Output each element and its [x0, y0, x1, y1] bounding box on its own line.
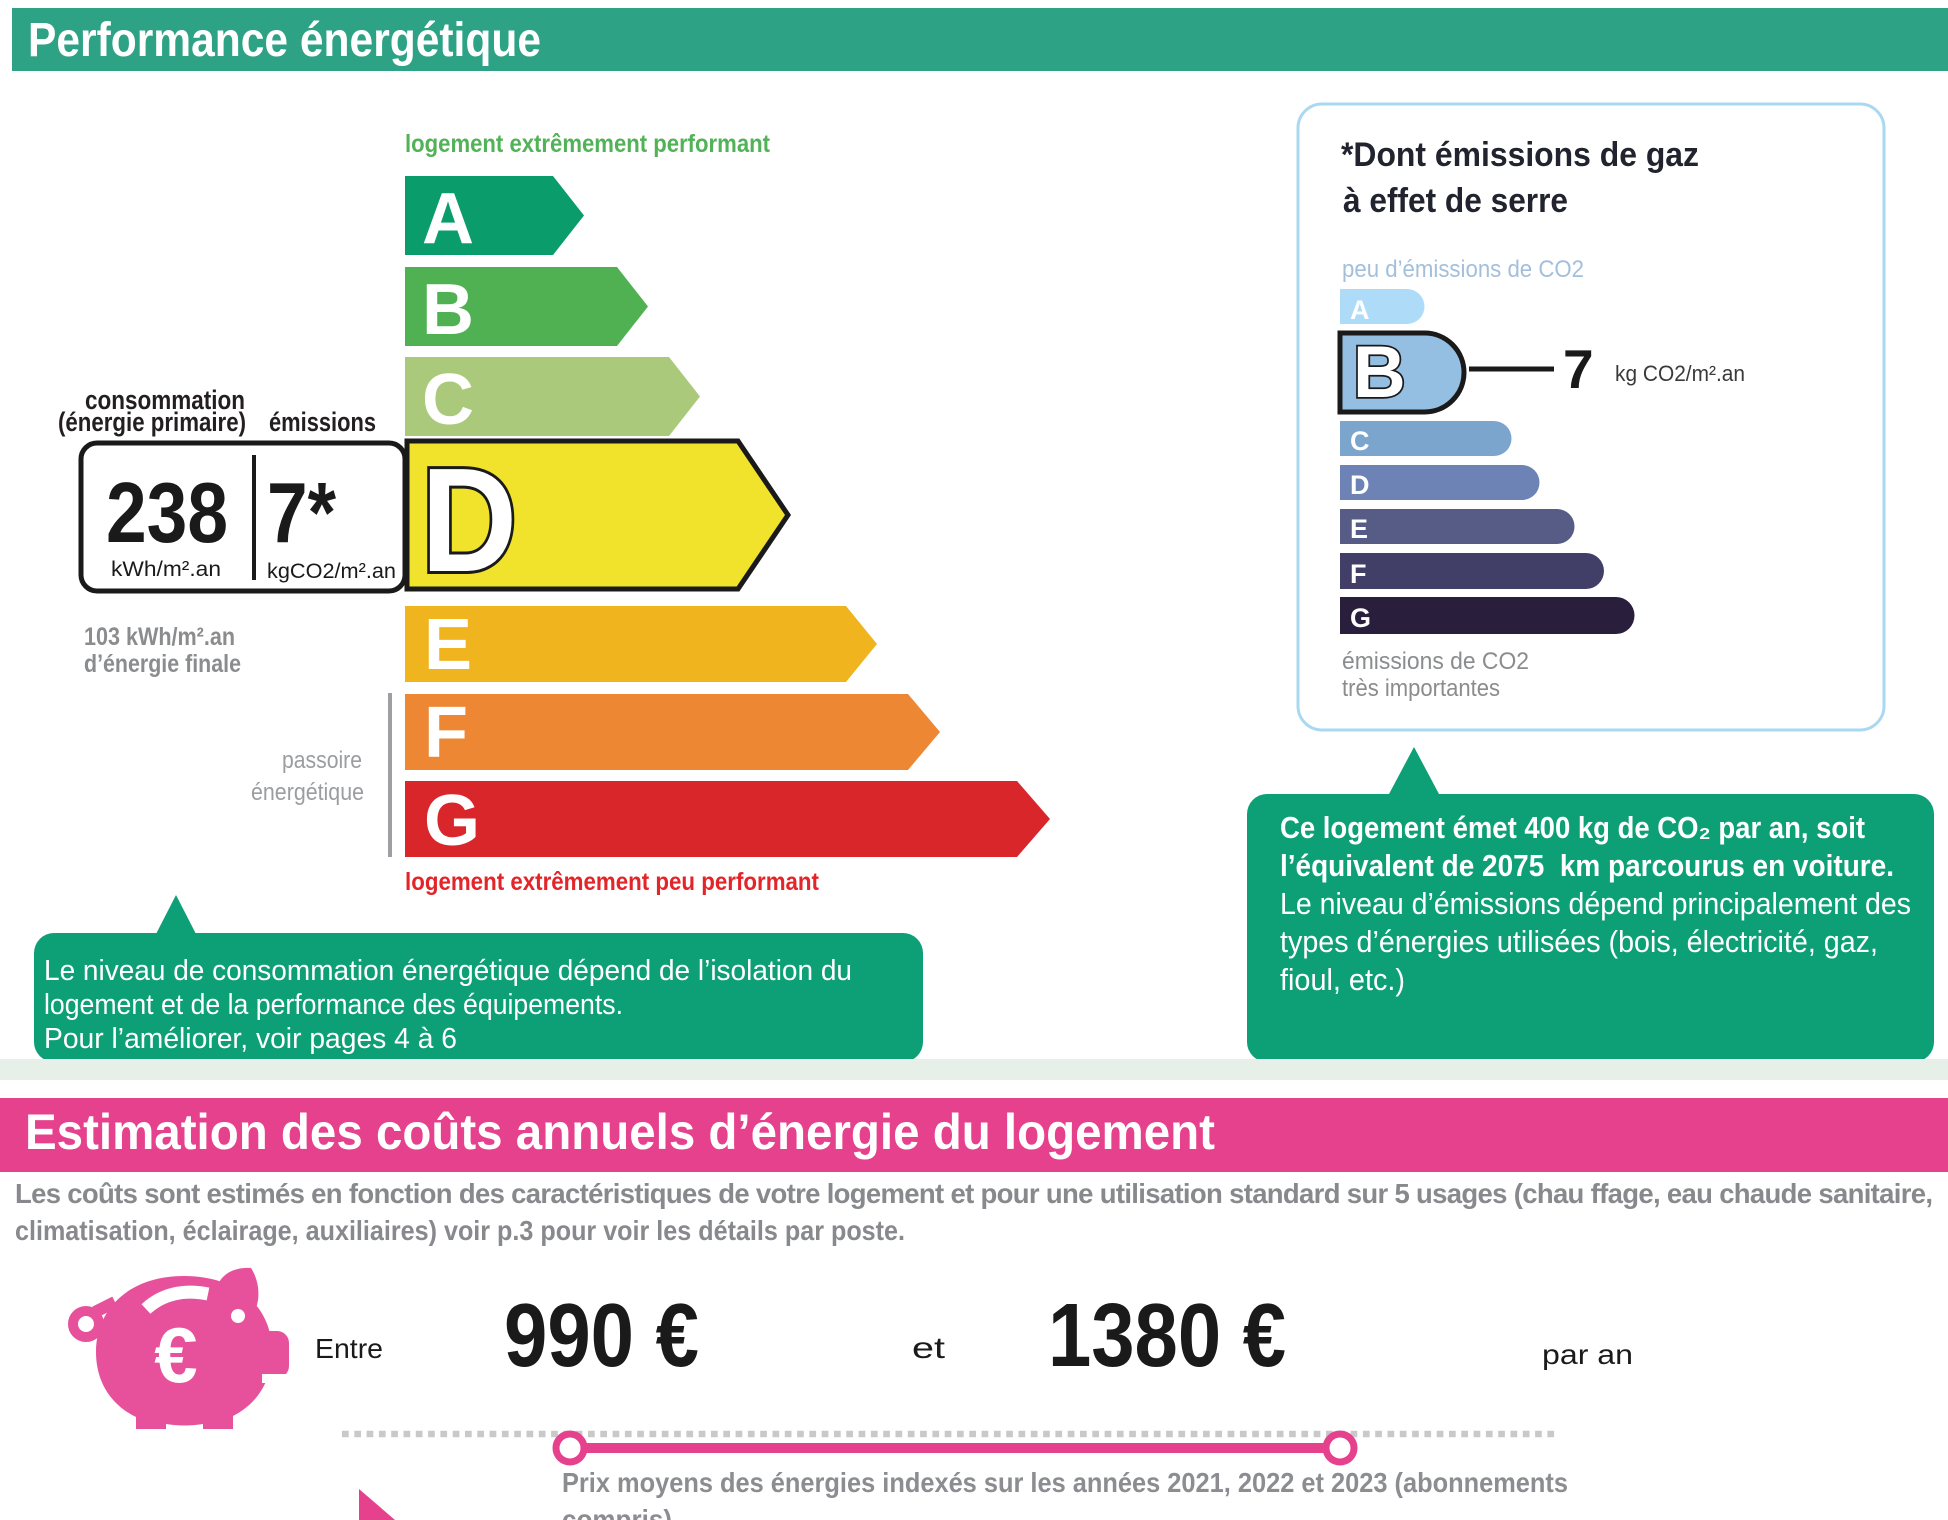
svg-text:énergétique: énergétique — [251, 779, 364, 806]
svg-text:€: € — [154, 1311, 197, 1399]
svg-text:990 €: 990 € — [504, 1286, 699, 1386]
svg-text:climatisation, éclairage, auxi: climatisation, éclairage, auxiliaires) v… — [15, 1215, 905, 1246]
svg-text:émissions de CO2: émissions de CO2 — [1342, 648, 1529, 675]
svg-text:d’énergie finale: d’énergie finale — [84, 650, 241, 678]
svg-text:E: E — [424, 605, 472, 685]
svg-text:Entre: Entre — [315, 1333, 383, 1364]
svg-text:238: 238 — [106, 466, 228, 561]
svg-text:E: E — [1350, 514, 1368, 544]
svg-text:Performance énergétique: Performance énergétique — [28, 14, 541, 67]
svg-text:kg CO2/m².an: kg CO2/m².an — [1615, 361, 1745, 386]
svg-text:émissions: émissions — [269, 407, 376, 437]
svg-text:G: G — [424, 781, 480, 861]
svg-text:logement extrêmement peu perfo: logement extrêmement peu performant — [405, 868, 820, 896]
svg-text:à effet de serre: à effet de serre — [1343, 182, 1568, 220]
svg-text:G: G — [1350, 603, 1371, 633]
svg-text:7*: 7* — [267, 466, 336, 561]
svg-text:l’équivalent de 2075 km parco: l’équivalent de 2075 km parcourus en voi… — [1280, 848, 1894, 883]
svg-text:Pour l’améliorer, voir pages 4: Pour l’améliorer, voir pages 4 à 6 — [44, 1023, 457, 1055]
svg-text:7: 7 — [1563, 338, 1594, 400]
svg-text:Estimation des coûts annuels d: Estimation des coûts annuels d’énergie d… — [25, 1104, 1215, 1160]
svg-text:103 kWh/m².an: 103 kWh/m².an — [84, 623, 235, 651]
svg-text:consommation: consommation — [85, 385, 245, 415]
svg-text:A: A — [1350, 295, 1370, 325]
svg-text:peu d’émissions de CO2: peu d’émissions de CO2 — [1342, 256, 1584, 283]
svg-text:*Dont émissions de gaz: *Dont émissions de gaz — [1341, 136, 1699, 174]
svg-text:compris): compris) — [562, 1504, 672, 1520]
svg-text:kWh/m².an: kWh/m².an — [111, 558, 221, 581]
svg-text:passoire: passoire — [282, 747, 362, 774]
svg-text:Le niveau de consommation éner: Le niveau de consommation énergétique dé… — [44, 955, 852, 987]
svg-text:Prix moyens des énergies index: Prix moyens des énergies indexés sur les… — [562, 1467, 1568, 1498]
svg-text:B: B — [422, 270, 474, 350]
svg-text:Le niveau d’émissions dépend p: Le niveau d’émissions dépend principalem… — [1280, 886, 1911, 921]
svg-text:F: F — [1350, 559, 1367, 589]
svg-text:très importantes: très importantes — [1342, 675, 1500, 702]
svg-text:logement extrêmement performan: logement extrêmement performant — [405, 130, 771, 158]
svg-text:et: et — [912, 1332, 946, 1365]
svg-text:types d’énergies utilisées (bo: types d’énergies utilisées (bois, électr… — [1280, 924, 1878, 959]
svg-text:Ce logement émet 400 kg de CO₂: Ce logement émet 400 kg de CO₂ par an, s… — [1280, 810, 1865, 845]
svg-text:kgCO2/m².an: kgCO2/m².an — [267, 560, 396, 583]
svg-text:C: C — [422, 360, 474, 440]
svg-text:fioul, etc.): fioul, etc.) — [1280, 962, 1405, 997]
svg-text:C: C — [1350, 426, 1370, 456]
svg-text:D: D — [421, 438, 517, 603]
svg-text:B: B — [1353, 332, 1406, 413]
svg-text:(énergie primaire): (énergie primaire) — [58, 407, 246, 437]
svg-text:logement et de la performance: logement et de la performance des équipe… — [44, 989, 623, 1021]
svg-text:D: D — [1350, 470, 1370, 500]
svg-text:par an: par an — [1542, 1339, 1633, 1370]
svg-text:F: F — [424, 693, 468, 773]
svg-text:1380 €: 1380 € — [1048, 1286, 1286, 1386]
svg-text:Les coûts sont estimés en fonc: Les coûts sont estimés en fonction des c… — [15, 1178, 1933, 1209]
svg-text:A: A — [422, 179, 474, 259]
